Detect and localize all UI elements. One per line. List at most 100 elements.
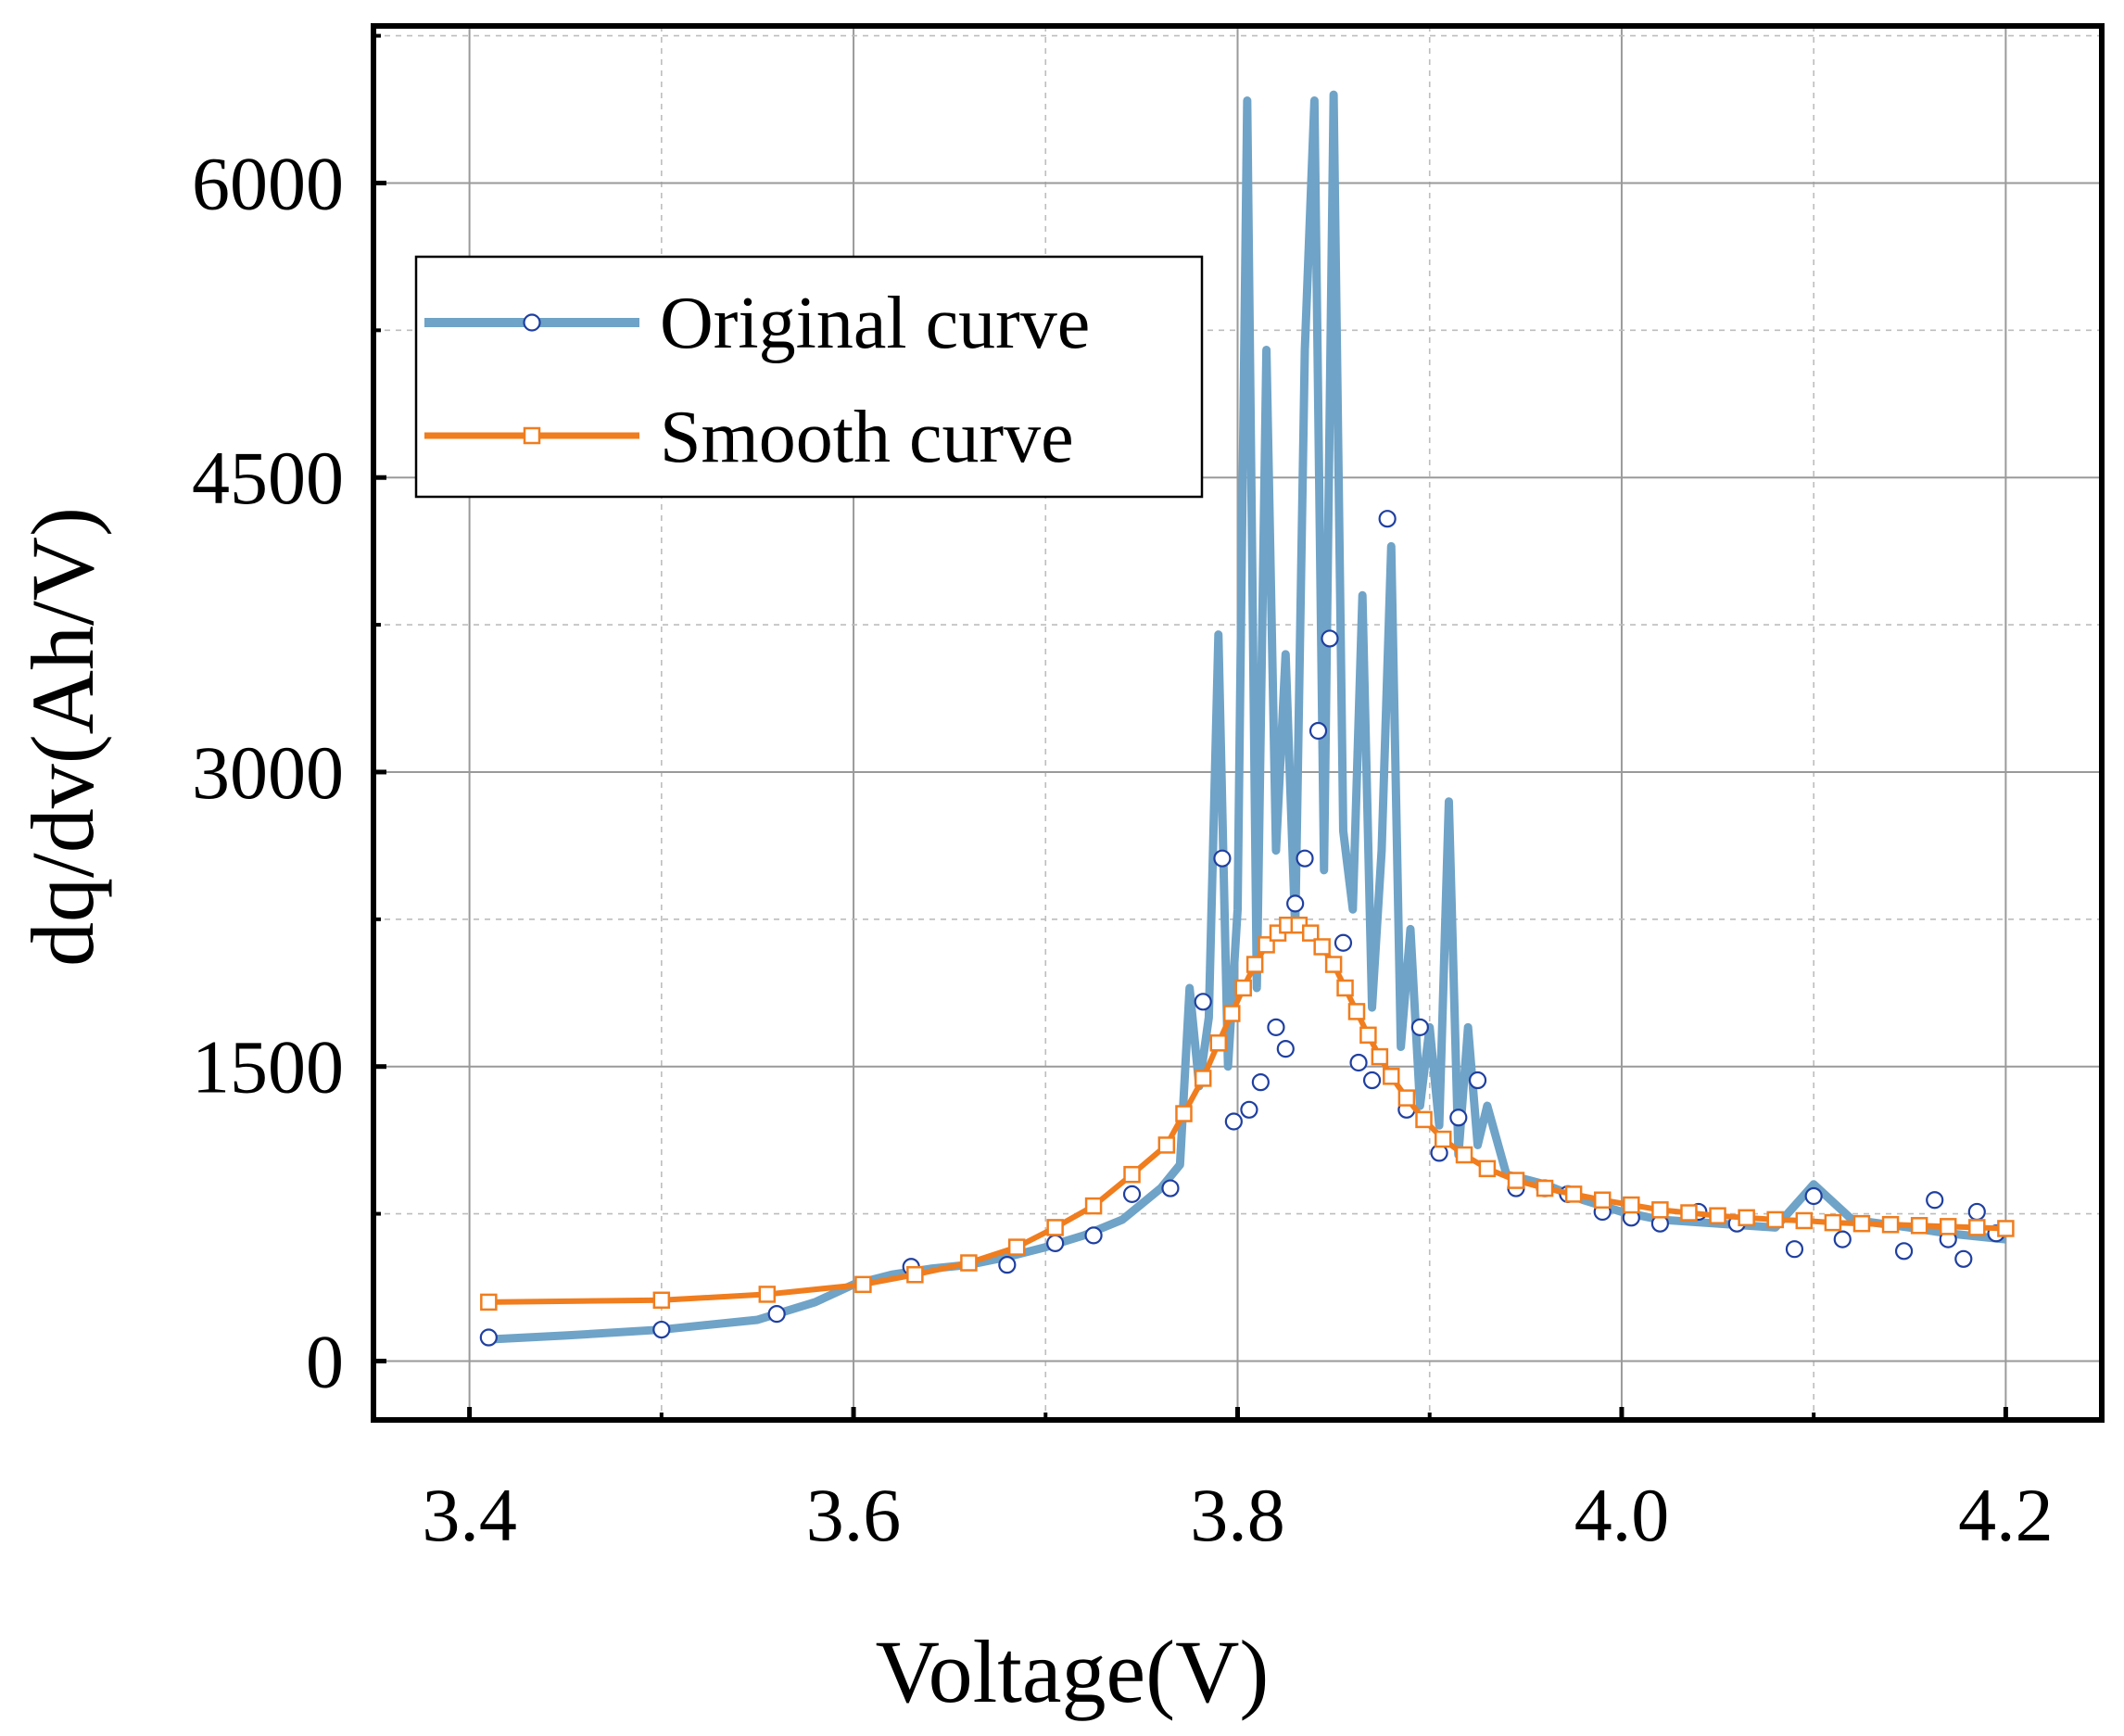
smooth-curve-point (1313, 938, 1331, 956)
legend-marker-original (523, 313, 541, 332)
smooth-curve-point (1359, 1026, 1377, 1045)
original-curve-point (1240, 1100, 1258, 1119)
smooth-curve-point (1651, 1201, 1669, 1219)
x-tick-label: 4.2 (1958, 1473, 2054, 1557)
smooth-curve-point (1371, 1047, 1389, 1066)
smooth-curve-point (1336, 979, 1354, 997)
original-curve-point (1349, 1053, 1368, 1072)
original-curve-point (1468, 1071, 1487, 1090)
smooth-curve-point (1245, 956, 1264, 973)
smooth-curve-line (488, 922, 2006, 1305)
smooth-curve-point (906, 1265, 924, 1284)
original-curve-point (1334, 933, 1353, 952)
legend-label-smooth: Smooth curve (660, 397, 1074, 478)
smooth-curve-point (1194, 1070, 1212, 1087)
original-curve-point (1954, 1249, 1973, 1268)
smooth-curve-point (1455, 1146, 1473, 1164)
series-smooth-curve (480, 916, 2015, 1312)
smooth-curve-point (1738, 1209, 1755, 1227)
smooth-curve-point (1824, 1213, 1842, 1232)
original-curve-point (1251, 1073, 1270, 1092)
smooth-curve-point (1123, 1165, 1141, 1184)
original-curve-point (767, 1305, 786, 1324)
smooth-curve-point (1046, 1219, 1064, 1236)
legend-box (414, 255, 1204, 499)
original-curve-point (1410, 1018, 1429, 1036)
smooth-curve-point (1910, 1217, 1928, 1235)
smooth-curve-point (1434, 1130, 1452, 1148)
smooth-curve-point (1997, 1220, 2015, 1237)
smooth-curve-point (1175, 1105, 1193, 1122)
original-curve-point (1161, 1179, 1180, 1197)
x-axis-title: Voltage(V) (876, 1622, 1270, 1721)
smooth-curve-point (1347, 1003, 1366, 1020)
smooth-curve-point (1593, 1191, 1612, 1209)
smooth-curve-point (1301, 924, 1320, 942)
smooth-curve-point (1623, 1196, 1640, 1214)
smooth-curve-point (1478, 1159, 1497, 1178)
original-curve-point (1084, 1226, 1103, 1245)
smooth-curve-point (652, 1291, 671, 1310)
smooth-curve-point (1852, 1214, 1871, 1233)
smooth-curve-point (1234, 979, 1252, 997)
smooth-curve-point (1415, 1110, 1433, 1129)
original-curve-point (1267, 1018, 1285, 1036)
smooth-curve-point (1680, 1204, 1698, 1222)
legend-label-original: Original curve (660, 283, 1090, 364)
original-curve-point (1378, 510, 1397, 528)
x-tick-label: 3.6 (806, 1473, 902, 1557)
y-tick-label: 0 (306, 1319, 344, 1403)
smooth-curve-point (1157, 1136, 1176, 1154)
smooth-curve-point (1324, 956, 1343, 973)
x-tick-label: 3.4 (422, 1473, 517, 1557)
original-curve-point (1967, 1202, 1986, 1222)
smooth-curve-point (1084, 1197, 1103, 1215)
smooth-curve-point (1766, 1210, 1784, 1229)
original-curve-point (1194, 993, 1212, 1011)
plot-area (479, 90, 2015, 1347)
smooth-curve-point (1536, 1179, 1554, 1197)
original-curve-point (1449, 1109, 1468, 1127)
smooth-curve-point (1209, 1034, 1228, 1052)
original-curve-point (1785, 1240, 1804, 1259)
x-tick-label: 4.0 (1574, 1473, 1670, 1557)
axes: 3.4 3.6 3.8 4.0 4.2 0 1500 3000 4500 6000 (192, 33, 2054, 1557)
original-curve-point (1362, 1071, 1382, 1090)
smooth-curve-point (1507, 1172, 1525, 1189)
original-curve-point (1833, 1230, 1852, 1248)
y-tick-label: 4500 (192, 436, 344, 520)
original-curve-point (1321, 629, 1339, 648)
original-curve-point (1296, 849, 1314, 868)
x-tick-label: 3.8 (1190, 1473, 1285, 1557)
smooth-curve-point (758, 1286, 777, 1303)
original-curve-point (1894, 1242, 1914, 1261)
original-curve-point (1309, 721, 1328, 741)
smooth-curve-point (1007, 1238, 1026, 1256)
original-curve-point (1213, 849, 1232, 868)
smooth-curve-point (1564, 1185, 1583, 1203)
original-curve-point (1122, 1185, 1142, 1203)
original-curve-point (1804, 1186, 1823, 1206)
y-tick-label: 3000 (192, 730, 344, 815)
y-axis-title: dq/dv(Ah/V) (13, 507, 112, 967)
original-curve-point (479, 1328, 498, 1347)
smooth-curve-point (480, 1293, 498, 1312)
smooth-curve-point (1939, 1218, 1957, 1235)
smooth-curve-point (1397, 1089, 1416, 1107)
legend-marker-smooth (523, 426, 541, 445)
original-curve-point (1926, 1191, 1944, 1210)
smooth-curve-point (960, 1254, 978, 1272)
legend: Original curve Smooth curve (414, 255, 1204, 499)
original-curve-point (1046, 1234, 1065, 1252)
smooth-curve-point (1383, 1068, 1400, 1085)
smooth-curve-point (854, 1275, 872, 1294)
smooth-curve-point (1881, 1215, 1900, 1234)
y-tick-label: 6000 (192, 141, 344, 225)
original-curve-point (652, 1320, 671, 1339)
smooth-curve-point (1709, 1207, 1726, 1224)
y-tick-label: 1500 (192, 1025, 344, 1109)
smooth-curve-point (1968, 1219, 1986, 1236)
original-curve-point (1276, 1040, 1295, 1058)
original-curve-point (1286, 894, 1305, 913)
